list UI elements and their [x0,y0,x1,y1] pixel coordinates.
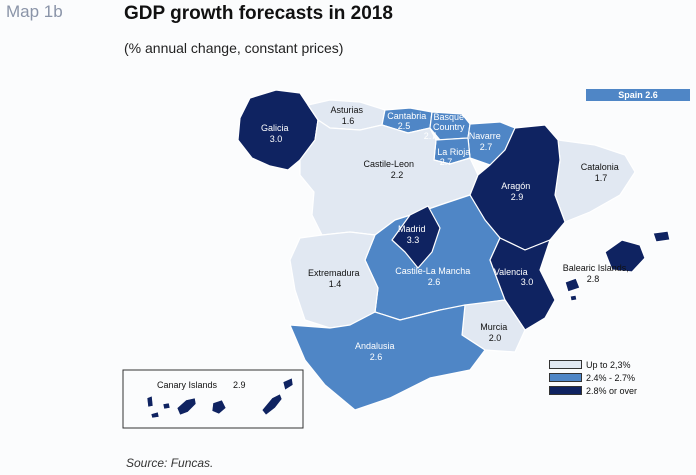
label-madrid: Madrid 3.3 [398,224,428,245]
region-canary-lanzarote[interactable] [282,377,294,391]
label-castile-mancha: Castile-La Mancha 2.6 [395,266,473,287]
region-madrid[interactable] [391,205,441,269]
label-galicia: Galicia 3.0 [261,123,291,144]
region-canary-la-palma[interactable] [146,395,154,408]
legend-item-high: 2.8% or over [549,384,637,397]
label-rioja: La Rioja 2.7 [437,147,473,167]
label-balearic: Balearic Islands, 2.8 [563,263,632,284]
legend-label-high: 2.8% or over [586,385,638,396]
source-note: Source: Funcas. [126,456,214,470]
legend-swatch-low [549,360,582,369]
label-andalusia: Andalusia 2.6 [355,341,397,362]
map-legend: Up to 2,3% 2.4% - 2.7% 2.8% or over [549,358,637,397]
page-subtitle: (% annual change, constant prices) [124,40,344,56]
region-canary-fuerteventura[interactable] [261,393,283,416]
region-balearic-formentera[interactable] [569,294,578,302]
label-asturias: Asturias 1.6 [330,105,365,126]
label-castile-leon: Castile-Leon 2.2 [363,159,416,180]
region-balearic-ibiza[interactable] [564,277,581,293]
label-valencia: Valencia 3.0 [494,267,533,287]
region-balearic-menorca[interactable] [652,230,671,243]
label-aragon: Aragón 2.9 [501,181,533,202]
label-navarre: Navarre 2.7 [469,131,504,152]
region-canary-tenerife[interactable] [176,397,197,416]
legend-item-mid: 2.4% - 2.7% [549,371,637,384]
map-number: Map 1b [6,2,63,21]
legend-swatch-mid [549,373,582,382]
label-murcia: Murcia 2.0 [480,322,510,343]
region-valencia[interactable] [489,237,556,331]
legend-item-low: Up to 2,3% [549,358,637,371]
region-balearic-mallorca[interactable] [604,239,646,273]
legend-label-mid: 2.4% - 2.7% [586,372,636,383]
label-basque: Basque Country 2.7 [424,112,467,141]
region-andalusia[interactable] [289,304,486,411]
legend-swatch-high [549,386,582,395]
label-extremadura: Extremadura 1.4 [308,268,362,289]
legend-label-low: Up to 2,3% [586,359,631,370]
region-canary-la-gomera[interactable] [162,402,171,410]
label-canary: Canary Islands 2.9 [157,380,246,390]
spain-national-badge: Spain 2.6 [586,89,690,101]
label-cantabria: Cantabria 2.5 [387,111,429,131]
label-catalonia: Catalonia 1.7 [581,162,622,183]
region-canary-gran-canaria[interactable] [211,399,227,415]
region-canary-el-hierro[interactable] [150,411,160,419]
page-title: GDP growth forecasts in 2018 [124,3,393,24]
